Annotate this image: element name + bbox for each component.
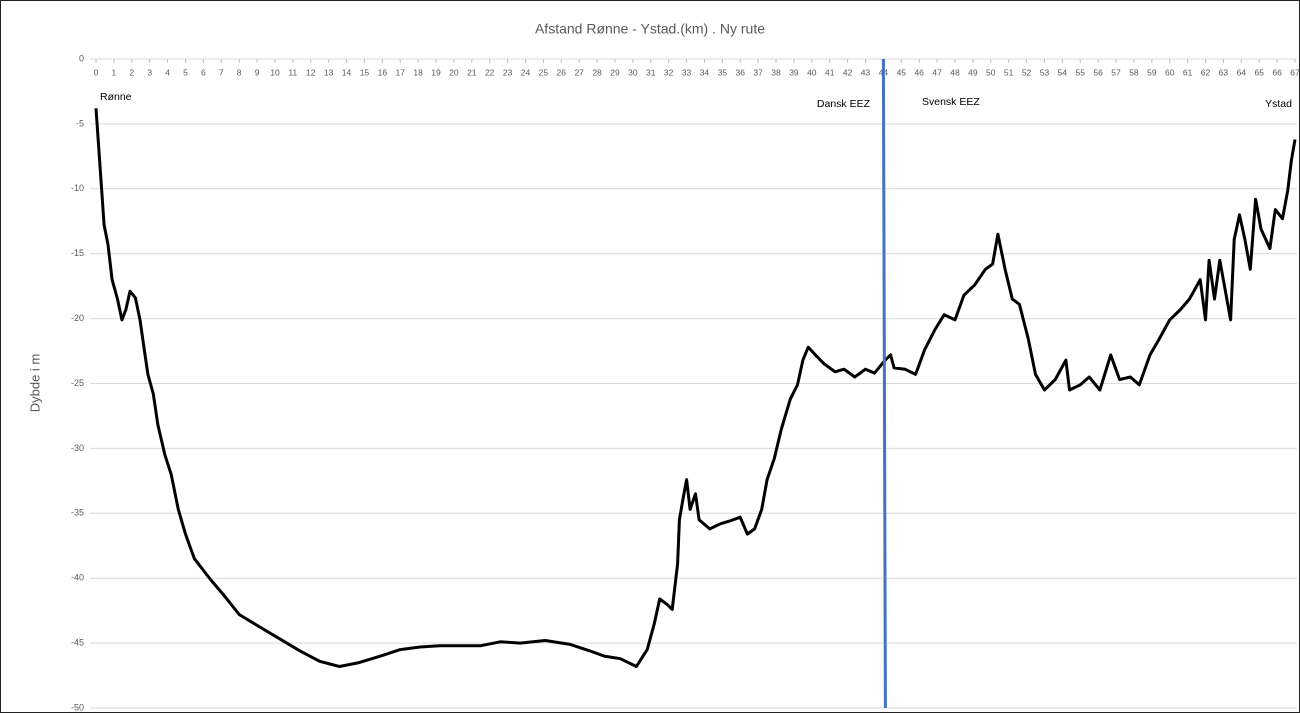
x-tick-label: 47 (932, 67, 942, 77)
x-tick-label: 56 (1093, 67, 1103, 77)
x-tick-label: 55 (1076, 67, 1086, 77)
x-tick-label: 6 (201, 67, 206, 77)
x-tick-label: 66 (1272, 67, 1282, 77)
x-tick-label: 33 (682, 67, 692, 77)
x-tick-label: 4 (165, 67, 170, 77)
x-tick-label: 59 (1147, 67, 1157, 77)
x-tick-label: 64 (1237, 67, 1247, 77)
x-tick-label: 29 (610, 67, 620, 77)
y-tick-label: -45 (71, 637, 84, 647)
y-tick-label: -35 (71, 508, 84, 518)
x-tick-label: 21 (467, 67, 477, 77)
x-tick-label: 35 (718, 67, 728, 77)
x-tick-label: 13 (324, 67, 334, 77)
x-tick-label: 12 (306, 67, 316, 77)
x-tick-label: 25 (539, 67, 549, 77)
x-tick-label: 30 (628, 67, 638, 77)
x-tick-label: 18 (413, 67, 423, 77)
x-tick-label: 10 (270, 67, 280, 77)
y-tick-label: 0 (79, 53, 84, 63)
x-tick-label: 32 (664, 67, 674, 77)
y-tick-label: -40 (71, 573, 84, 583)
x-tick-label: 50 (986, 67, 996, 77)
x-tick-label: 51 (1004, 67, 1014, 77)
eez-border (881, 58, 887, 709)
x-tick-label: 22 (485, 67, 495, 77)
x-tick-label: 54 (1058, 67, 1068, 77)
x-tick-label: 42 (843, 67, 853, 77)
x-tick-label: 23 (503, 67, 513, 77)
x-tick-label: 26 (557, 67, 567, 77)
x-tick-label: 49 (968, 67, 978, 77)
x-tick-label: 67 (1290, 67, 1300, 77)
x-tick-label: 19 (431, 67, 441, 77)
x-tick-label: 9 (255, 67, 260, 77)
x-tick-label: 36 (736, 67, 746, 77)
y-tick-label: -30 (71, 443, 84, 453)
y-tick-label: -25 (71, 378, 84, 388)
x-tick-label: 48 (950, 67, 960, 77)
x-tick-label: 16 (378, 67, 388, 77)
x-tick-label: 7 (219, 67, 224, 77)
x-tick-label: 11 (288, 67, 297, 77)
x-tick-label: 52 (1022, 67, 1032, 77)
x-tick-label: 24 (521, 67, 531, 77)
x-tick-label: 15 (360, 67, 370, 77)
x-tick-label: 20 (449, 67, 459, 77)
x-tick-label: 41 (825, 67, 835, 77)
x-tick-label: 2 (129, 67, 134, 77)
x-tick-label: 65 (1254, 67, 1264, 77)
x-tick-label: 39 (789, 67, 799, 77)
annotation: Rønne (100, 91, 132, 103)
y-axis-label: Dybde i m (27, 354, 42, 413)
annotation: Dansk EEZ (817, 98, 871, 110)
annotation: Ystad (1265, 98, 1292, 110)
y-tick-label: -50 (71, 702, 84, 712)
x-tick-label: 40 (807, 67, 817, 77)
x-tick-label: 27 (574, 67, 584, 77)
x-tick-label: 28 (592, 67, 602, 77)
x-tick-label: 63 (1219, 67, 1229, 77)
chart-title: Afstand Rønne - Ystad.(km) . Ny rute (535, 21, 765, 37)
x-tick-label: 3 (147, 67, 152, 77)
x-tick-label: 17 (395, 67, 405, 77)
x-tick-label: 43 (861, 67, 871, 77)
y-tick-label: -15 (71, 248, 84, 258)
annotation: Svensk EEZ (922, 96, 980, 108)
depth-line (94, 108, 1297, 668)
y-tick-label: -20 (71, 313, 84, 323)
x-tick-label: 5 (183, 67, 188, 77)
x-tick-label: 61 (1183, 67, 1193, 77)
x-tick-label: 34 (700, 67, 710, 77)
x-tick-label: 45 (897, 67, 907, 77)
x-tick-label: 46 (914, 67, 924, 77)
x-tick-label: 53 (1040, 67, 1050, 77)
x-tick-label: 58 (1129, 67, 1139, 77)
x-tick-label: 31 (646, 67, 656, 77)
x-tick-label: 1 (112, 67, 117, 77)
x-tick-label: 57 (1111, 67, 1121, 77)
x-tick-label: 62 (1201, 67, 1211, 77)
x-tick-label: 14 (342, 67, 352, 77)
x-tick-label: 60 (1165, 67, 1175, 77)
y-tick-label: -5 (76, 118, 84, 128)
x-tick-label: 38 (771, 67, 781, 77)
x-tick-label: 0 (94, 67, 99, 77)
y-tick-label: -10 (71, 183, 84, 193)
x-tick-label: 8 (237, 67, 242, 77)
x-tick-label: 37 (753, 67, 763, 77)
